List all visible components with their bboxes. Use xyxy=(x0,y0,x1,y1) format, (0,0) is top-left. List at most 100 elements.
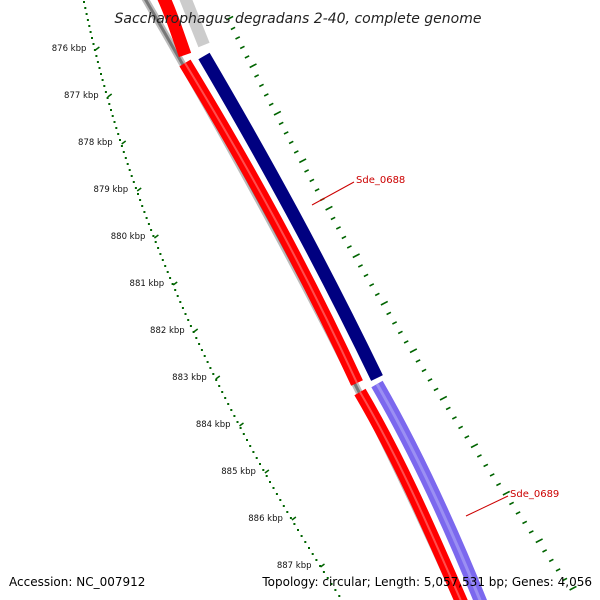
outer-tick xyxy=(254,74,260,78)
scale-dot xyxy=(134,187,137,189)
outer-tick xyxy=(515,511,521,515)
scale-dot xyxy=(334,589,337,591)
scale-dot xyxy=(104,91,107,93)
scale-dot xyxy=(152,235,155,237)
outer-tick xyxy=(509,501,515,506)
scale-dot xyxy=(164,265,167,267)
scale-dot xyxy=(137,193,139,195)
outer-tick xyxy=(496,482,502,487)
scale-dot xyxy=(269,481,271,483)
scale-dot xyxy=(289,517,292,519)
scale-major-tick xyxy=(172,281,178,286)
scale-dot xyxy=(147,223,150,225)
outer-tick xyxy=(489,473,495,477)
gene-sde-0688[interactable] xyxy=(198,52,383,381)
scale-dot xyxy=(139,199,142,201)
outer-tick xyxy=(439,395,448,401)
outer-tick xyxy=(357,264,363,268)
outer-tick xyxy=(451,416,457,420)
outer-tick xyxy=(225,15,234,21)
inner-scale-ticks xyxy=(83,1,341,597)
scale-dot xyxy=(262,469,265,471)
outer-tick xyxy=(244,55,250,59)
kbp-label: 876 kbp xyxy=(52,44,87,54)
scale-dot xyxy=(115,127,118,129)
outer-tick xyxy=(263,93,269,97)
scale-major-tick xyxy=(121,140,127,145)
scale-dot xyxy=(106,97,109,99)
outer-tick xyxy=(346,245,352,249)
kbp-label: 887 kbp xyxy=(277,561,312,571)
scale-dot xyxy=(252,451,255,453)
outer-tick xyxy=(392,321,398,325)
outer-tick xyxy=(249,63,257,69)
outer-tick xyxy=(464,435,470,439)
scale-dot xyxy=(98,67,101,69)
scale-dot xyxy=(282,505,285,507)
scale-dot xyxy=(110,109,112,111)
outer-tick xyxy=(283,131,289,135)
outer-tick xyxy=(273,110,282,116)
scale-dot xyxy=(166,271,169,273)
kbp-label: 882 kbp xyxy=(150,326,185,336)
kbp-label: 886 kbp xyxy=(248,514,283,524)
scale-dot xyxy=(279,499,282,501)
genome-title: Saccharophagus degradans 2-40, complete … xyxy=(115,11,482,27)
scale-dot xyxy=(200,349,203,351)
outer-tick xyxy=(352,253,360,259)
outer-tick xyxy=(230,26,236,31)
outer-tick xyxy=(309,178,315,183)
scale-dot xyxy=(95,55,98,57)
outer-tick xyxy=(562,577,568,582)
scale-dot xyxy=(206,361,209,363)
outer-tick xyxy=(397,330,403,335)
scale-dot xyxy=(111,115,114,117)
outer-tick xyxy=(374,292,380,297)
outer-tick xyxy=(380,300,389,306)
outer-tick xyxy=(239,45,245,50)
scale-dot xyxy=(233,415,236,417)
label-leader-sde-0688 xyxy=(311,181,355,206)
kbp-label: 879 kbp xyxy=(94,185,129,195)
scale-dot xyxy=(119,139,121,141)
cds-reverse-lower xyxy=(354,388,468,600)
scale-dot xyxy=(84,7,87,9)
scale-dot xyxy=(92,43,95,45)
outer-tick xyxy=(458,425,464,430)
scale-dot xyxy=(215,379,218,381)
scale-dot xyxy=(259,463,261,465)
scale-major-tick xyxy=(107,93,113,98)
scale-major-tick xyxy=(153,234,159,239)
scale-dot xyxy=(174,289,177,291)
genome-summary: Topology: circular; Length: 5,057,531 bp… xyxy=(262,575,592,589)
outer-tick xyxy=(528,530,534,534)
kbp-label: 885 kbp xyxy=(221,467,256,477)
scale-dot xyxy=(171,283,174,285)
kbp-label: 877 kbp xyxy=(64,91,99,101)
scale-dot xyxy=(96,61,99,63)
gene-label-sde-0688[interactable]: Sde_0688 xyxy=(356,175,405,186)
scale-dot xyxy=(246,439,248,441)
scale-dot xyxy=(176,295,179,297)
scale-dot xyxy=(154,241,157,243)
outer-tick xyxy=(502,490,511,496)
outer-tick xyxy=(288,140,294,145)
scale-dot xyxy=(130,175,133,177)
outer-tick xyxy=(409,348,418,354)
gene-label-sde-0689[interactable]: Sde_0689 xyxy=(510,489,559,500)
outer-tick xyxy=(330,216,336,221)
scale-dot xyxy=(209,367,212,369)
scale-dot xyxy=(120,145,123,147)
kbp-label: 884 kbp xyxy=(196,420,231,430)
outer-tick xyxy=(535,538,543,544)
scale-dot xyxy=(86,19,89,21)
scale-major-tick xyxy=(136,187,142,192)
scale-dot xyxy=(150,229,153,231)
kbp-tick-labels: 876 kbp 877 kbp 878 kbp 879 kbp 880 kbp 881 k… xyxy=(52,44,325,571)
scale-major-tick xyxy=(94,46,100,51)
scale-major-tick xyxy=(291,516,297,521)
scale-dot xyxy=(117,133,120,135)
scale-dot xyxy=(91,37,93,39)
scale-dot xyxy=(88,25,91,27)
scale-dot xyxy=(322,571,325,573)
